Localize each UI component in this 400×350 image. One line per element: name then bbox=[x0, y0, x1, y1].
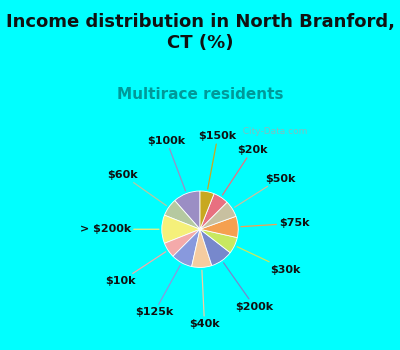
Text: > $200k: > $200k bbox=[80, 224, 159, 234]
Wedge shape bbox=[200, 229, 237, 253]
Wedge shape bbox=[173, 229, 200, 267]
Text: $75k: $75k bbox=[241, 218, 310, 228]
Wedge shape bbox=[164, 201, 200, 229]
Wedge shape bbox=[192, 229, 212, 267]
Text: $125k: $125k bbox=[135, 265, 180, 317]
Wedge shape bbox=[175, 191, 200, 229]
Text: $30k: $30k bbox=[237, 247, 301, 274]
Wedge shape bbox=[200, 191, 214, 229]
Wedge shape bbox=[200, 216, 238, 238]
Text: Income distribution in North Branford,
CT (%): Income distribution in North Branford, C… bbox=[6, 13, 394, 52]
Text: Multirace residents: Multirace residents bbox=[117, 87, 283, 102]
Text: $10k: $10k bbox=[106, 252, 166, 286]
Wedge shape bbox=[200, 194, 227, 229]
Text: City-Data.com: City-Data.com bbox=[236, 127, 307, 136]
Text: $200k: $200k bbox=[224, 263, 274, 312]
Text: $20k: $20k bbox=[222, 145, 267, 195]
Wedge shape bbox=[162, 215, 200, 243]
Wedge shape bbox=[164, 229, 200, 256]
Wedge shape bbox=[200, 229, 230, 266]
Text: $40k: $40k bbox=[189, 270, 220, 329]
Text: $60k: $60k bbox=[107, 170, 166, 206]
Text: $50k: $50k bbox=[235, 174, 295, 207]
Wedge shape bbox=[200, 202, 236, 229]
Text: $100k: $100k bbox=[148, 136, 186, 191]
Text: $150k: $150k bbox=[199, 131, 237, 189]
